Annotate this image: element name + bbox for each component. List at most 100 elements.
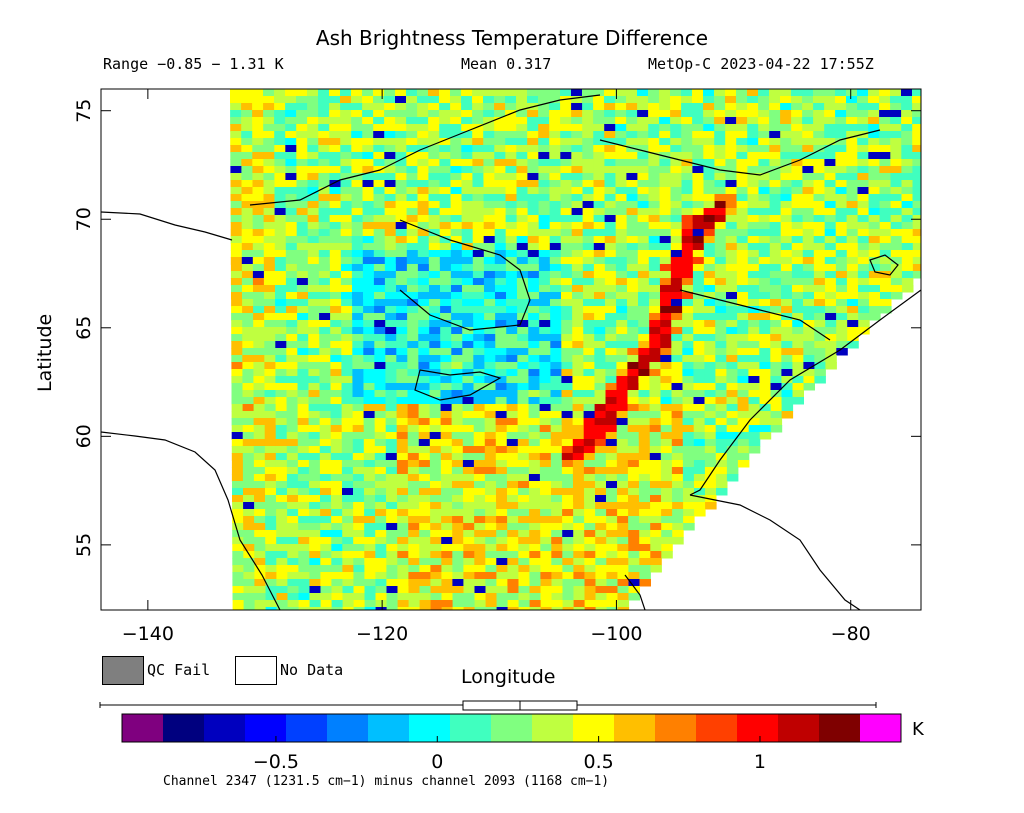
heatmap-cell <box>736 89 748 97</box>
heatmap-cell <box>582 243 595 251</box>
heatmap-cell <box>485 558 497 566</box>
heatmap-cell <box>252 173 264 181</box>
heatmap-cell <box>857 271 870 279</box>
heatmap-cell <box>407 432 420 440</box>
heatmap-cell <box>550 376 562 384</box>
heatmap-cell <box>703 201 716 209</box>
heatmap-cell <box>231 355 243 363</box>
heatmap-cell <box>571 103 583 111</box>
heatmap-cell <box>309 593 321 601</box>
heatmap-cell <box>462 285 474 293</box>
heatmap-cell <box>330 474 343 482</box>
heatmap-cell <box>286 390 298 398</box>
heatmap-cell <box>396 439 409 447</box>
heatmap-cell <box>451 355 463 363</box>
heatmap-cell <box>770 285 782 293</box>
heatmap-cell <box>230 131 242 139</box>
heatmap-cell <box>648 159 660 167</box>
heatmap-cell <box>890 236 903 244</box>
heatmap-cell <box>648 201 661 209</box>
heatmap-cell <box>562 502 574 510</box>
heatmap-cell <box>307 145 319 153</box>
heatmap-cell <box>835 131 847 139</box>
heatmap-cell <box>714 159 726 167</box>
heatmap-cell <box>595 481 607 489</box>
heatmap-cell <box>419 530 431 538</box>
heatmap-cell <box>780 173 792 181</box>
heatmap-cell <box>485 495 497 503</box>
heatmap-cell <box>670 271 683 279</box>
heatmap-cell <box>473 292 485 300</box>
heatmap-cell <box>736 117 748 125</box>
heatmap-cell <box>617 502 629 510</box>
heatmap-cell <box>252 145 264 153</box>
heatmap-cell <box>275 467 288 475</box>
heatmap-cell <box>231 320 243 328</box>
heatmap-cell <box>758 215 771 223</box>
heatmap-cell <box>626 236 639 244</box>
heatmap-cell <box>857 173 869 181</box>
heatmap-cell <box>263 278 276 286</box>
heatmap-cell <box>528 348 540 356</box>
heatmap-cell <box>407 355 419 363</box>
heatmap-cell <box>528 376 540 384</box>
heatmap-cell <box>572 362 584 370</box>
heatmap-cell <box>529 572 541 580</box>
heatmap-cell <box>627 362 639 370</box>
heatmap-cell <box>496 551 508 559</box>
heatmap-cell <box>252 131 264 139</box>
heatmap-cell <box>473 390 485 398</box>
heatmap-cell <box>298 481 310 489</box>
heatmap-cell <box>507 558 519 566</box>
heatmap-cell <box>857 89 869 97</box>
heatmap-cell <box>253 355 265 363</box>
heatmap-cell <box>241 208 254 216</box>
heatmap-cell <box>483 110 495 118</box>
heatmap-cell <box>408 579 420 587</box>
heatmap-cell <box>671 404 684 412</box>
heatmap-cell <box>583 313 595 321</box>
heatmap-cell <box>340 250 353 258</box>
heatmap-cell <box>329 110 341 118</box>
heatmap-cell <box>857 243 870 251</box>
heatmap-cell <box>670 278 683 286</box>
heatmap-cell <box>395 180 407 188</box>
heatmap-cell <box>472 89 484 97</box>
heatmap-cell <box>485 516 497 524</box>
heatmap-cell <box>836 292 848 300</box>
heatmap-cell <box>617 488 629 496</box>
heatmap-cell <box>780 124 792 132</box>
heatmap-cell <box>584 600 597 608</box>
heatmap-cell <box>364 551 376 559</box>
heatmap-cell <box>682 376 694 384</box>
heatmap-cell <box>230 124 242 132</box>
heatmap-cell <box>330 327 342 335</box>
heatmap-cell <box>737 306 749 314</box>
heatmap-cell <box>813 201 826 209</box>
heatmap-cell <box>747 187 759 195</box>
heatmap-cell <box>231 348 243 356</box>
heatmap-cell <box>649 306 661 314</box>
heatmap-cell <box>540 523 552 531</box>
heatmap-cell <box>791 159 803 167</box>
heatmap-cell <box>419 565 431 573</box>
heatmap-cell <box>285 236 298 244</box>
heatmap-cell <box>836 313 848 321</box>
heatmap-cell <box>846 180 858 188</box>
heatmap-cell <box>441 488 453 496</box>
heatmap-cell <box>408 488 420 496</box>
heatmap-cell <box>780 89 792 97</box>
heatmap-cell <box>417 194 429 202</box>
heatmap-cell <box>791 138 803 146</box>
heatmap-cell <box>417 124 429 132</box>
heatmap-cell <box>693 348 705 356</box>
heatmap-cell <box>572 306 584 314</box>
heatmap-cell <box>672 495 684 503</box>
heatmap-cell <box>495 446 508 454</box>
heatmap-cell <box>561 453 574 461</box>
heatmap-cell <box>451 397 463 405</box>
heatmap-cell <box>375 579 387 587</box>
heatmap-cell <box>912 250 921 258</box>
heatmap-cell <box>518 586 530 594</box>
heatmap-cell <box>846 229 859 237</box>
